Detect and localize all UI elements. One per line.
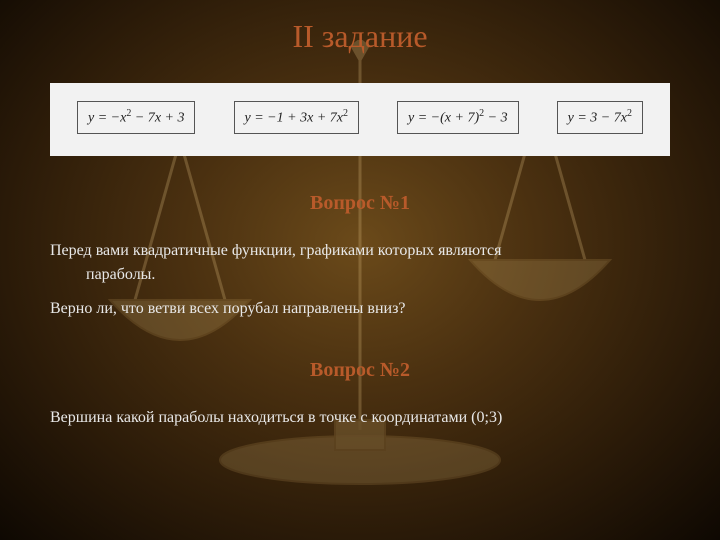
q1-line1-text: Перед вами квадратичные функции, графика…: [50, 242, 502, 259]
slide-title: II задание: [50, 18, 670, 55]
question-1-heading: Вопрос №1: [50, 192, 670, 215]
formula-2: y = −1 + 3x + 7x2: [234, 101, 359, 134]
slide-content: II задание y = −x2 − 7x + 3 y = −1 + 3x …: [0, 0, 720, 430]
q1-line2: Верно ли, что ветви всех порубал направл…: [50, 297, 670, 321]
formula-strip: y = −x2 − 7x + 3 y = −1 + 3x + 7x2 y = −…: [50, 83, 670, 156]
q1-line1b-text: параболы.: [50, 266, 155, 283]
formula-1: y = −x2 − 7x + 3: [77, 101, 195, 134]
formula-3: y = −(x + 7)2 − 3: [397, 101, 519, 134]
question-2-heading: Вопрос №2: [50, 359, 670, 382]
formula-4: y = 3 − 7x2: [557, 101, 643, 134]
q1-line1: Перед вами квадратичные функции, графика…: [50, 239, 670, 287]
q2-line1: Вершина какой параболы находиться в точк…: [50, 406, 670, 430]
